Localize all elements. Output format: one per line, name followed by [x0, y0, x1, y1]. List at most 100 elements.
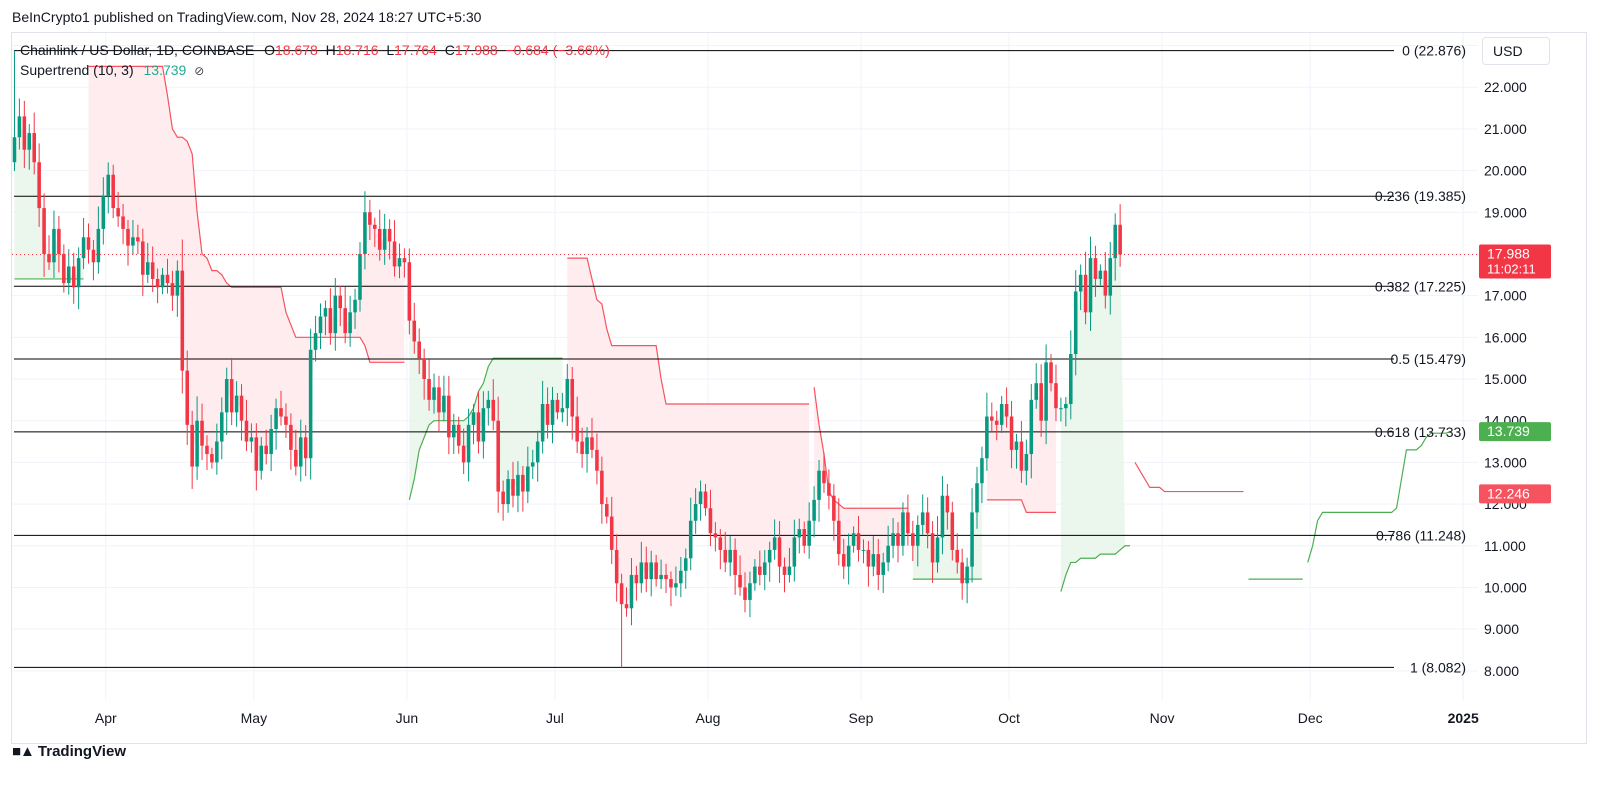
currency-button[interactable]: USD [1482, 37, 1550, 65]
candle-body [1064, 404, 1068, 409]
candle [787, 547, 792, 583]
tradingview-brand[interactable]: ■▲ TradingView [12, 743, 126, 760]
candle-body [802, 529, 807, 546]
open-label: O [264, 42, 275, 58]
candle-body [496, 420, 500, 492]
candle-body [856, 533, 861, 550]
fib-level-label: 0.382 (17.225) [1375, 278, 1466, 294]
candle-body [373, 224, 377, 229]
eye-off-icon[interactable]: ⊘ [194, 64, 205, 78]
candle-body [442, 395, 446, 413]
candle [76, 247, 81, 310]
candle-body [605, 504, 609, 517]
candle-body [876, 554, 881, 575]
candle [950, 501, 955, 561]
candle [985, 392, 989, 471]
candle [1049, 354, 1053, 392]
candle [1044, 344, 1048, 445]
candle [535, 430, 540, 482]
candle [683, 548, 688, 589]
candle [767, 541, 772, 582]
y-tick-label: 13.000 [1484, 454, 1527, 470]
candle-body [47, 253, 51, 263]
price-badge-countdown: 11:02:11 [1487, 261, 1536, 276]
price-badge-text: 17.988 [1487, 245, 1530, 261]
candle [654, 554, 658, 587]
candle-body [1093, 258, 1098, 279]
candle [945, 484, 950, 530]
supertrend-line [408, 357, 563, 501]
candle-body [249, 437, 254, 442]
candle-body [639, 562, 644, 584]
candle [644, 546, 649, 593]
candle-body [348, 312, 352, 334]
candle [600, 456, 604, 524]
candle [239, 384, 244, 441]
candle [254, 423, 259, 491]
candle [121, 203, 125, 245]
candle-body [279, 408, 283, 417]
candle [748, 571, 752, 618]
candle-body [52, 228, 56, 263]
candle [343, 286, 347, 344]
candle [609, 496, 614, 565]
candle [994, 410, 999, 441]
candle-body [71, 266, 76, 288]
y-tick-label: 8.000 [1484, 663, 1519, 679]
candle [565, 364, 570, 426]
candle [447, 376, 451, 455]
candle [111, 164, 115, 219]
candle [619, 573, 624, 668]
indicator-name[interactable]: Supertrend (10, 3) [20, 62, 134, 78]
candle-body [901, 512, 905, 546]
candle-body [353, 299, 357, 313]
candle [264, 429, 268, 465]
candle-body [748, 583, 752, 600]
candle-body [175, 270, 180, 296]
candle-body [229, 379, 234, 413]
candle-body [698, 491, 703, 505]
candle [32, 112, 36, 175]
supertrend-line [567, 257, 810, 405]
candle-body [239, 395, 244, 421]
x-axis[interactable]: Apr May Jun Jul Aug Sep Oct Nov Dec 2025 [95, 710, 1479, 726]
x-tick-label: May [241, 710, 267, 726]
candle [728, 536, 732, 577]
candle-body [516, 474, 520, 496]
candle-body [91, 249, 96, 263]
candle [758, 550, 762, 586]
candle [471, 404, 476, 445]
candle-body [170, 283, 175, 296]
candle [456, 416, 461, 454]
candle [861, 539, 866, 564]
fib-level-label: 0.236 (19.385) [1375, 188, 1466, 204]
candle-body [955, 549, 960, 563]
candle [595, 433, 599, 485]
candle [1059, 397, 1063, 422]
candle [363, 191, 367, 270]
candle [639, 541, 644, 593]
candle-body [377, 228, 382, 250]
candle-body [397, 258, 402, 267]
y-axis[interactable]: 23.00022.00021.00020.00019.00018.00017.0… [1484, 38, 1527, 679]
candle-body [22, 116, 27, 150]
candle [422, 348, 426, 400]
candle-body [851, 533, 856, 546]
candle-body [841, 554, 846, 567]
candle-body [861, 549, 866, 551]
candle [442, 375, 446, 422]
candle [259, 436, 264, 480]
symbol-title[interactable]: Chainlink / US Dollar, 1D, COINBASE [20, 42, 255, 58]
candle-body [535, 441, 540, 463]
candle [1083, 251, 1088, 325]
supertrend-fill [1060, 239, 1131, 592]
indicator-row: Supertrend (10, 3) 13.739 ⊘ [20, 60, 610, 81]
candle-body [481, 408, 486, 442]
candle-body [412, 320, 417, 342]
candle [876, 539, 881, 591]
candle [47, 235, 51, 270]
candle-body [382, 228, 387, 250]
candle-body [891, 533, 895, 546]
candle [550, 386, 555, 444]
